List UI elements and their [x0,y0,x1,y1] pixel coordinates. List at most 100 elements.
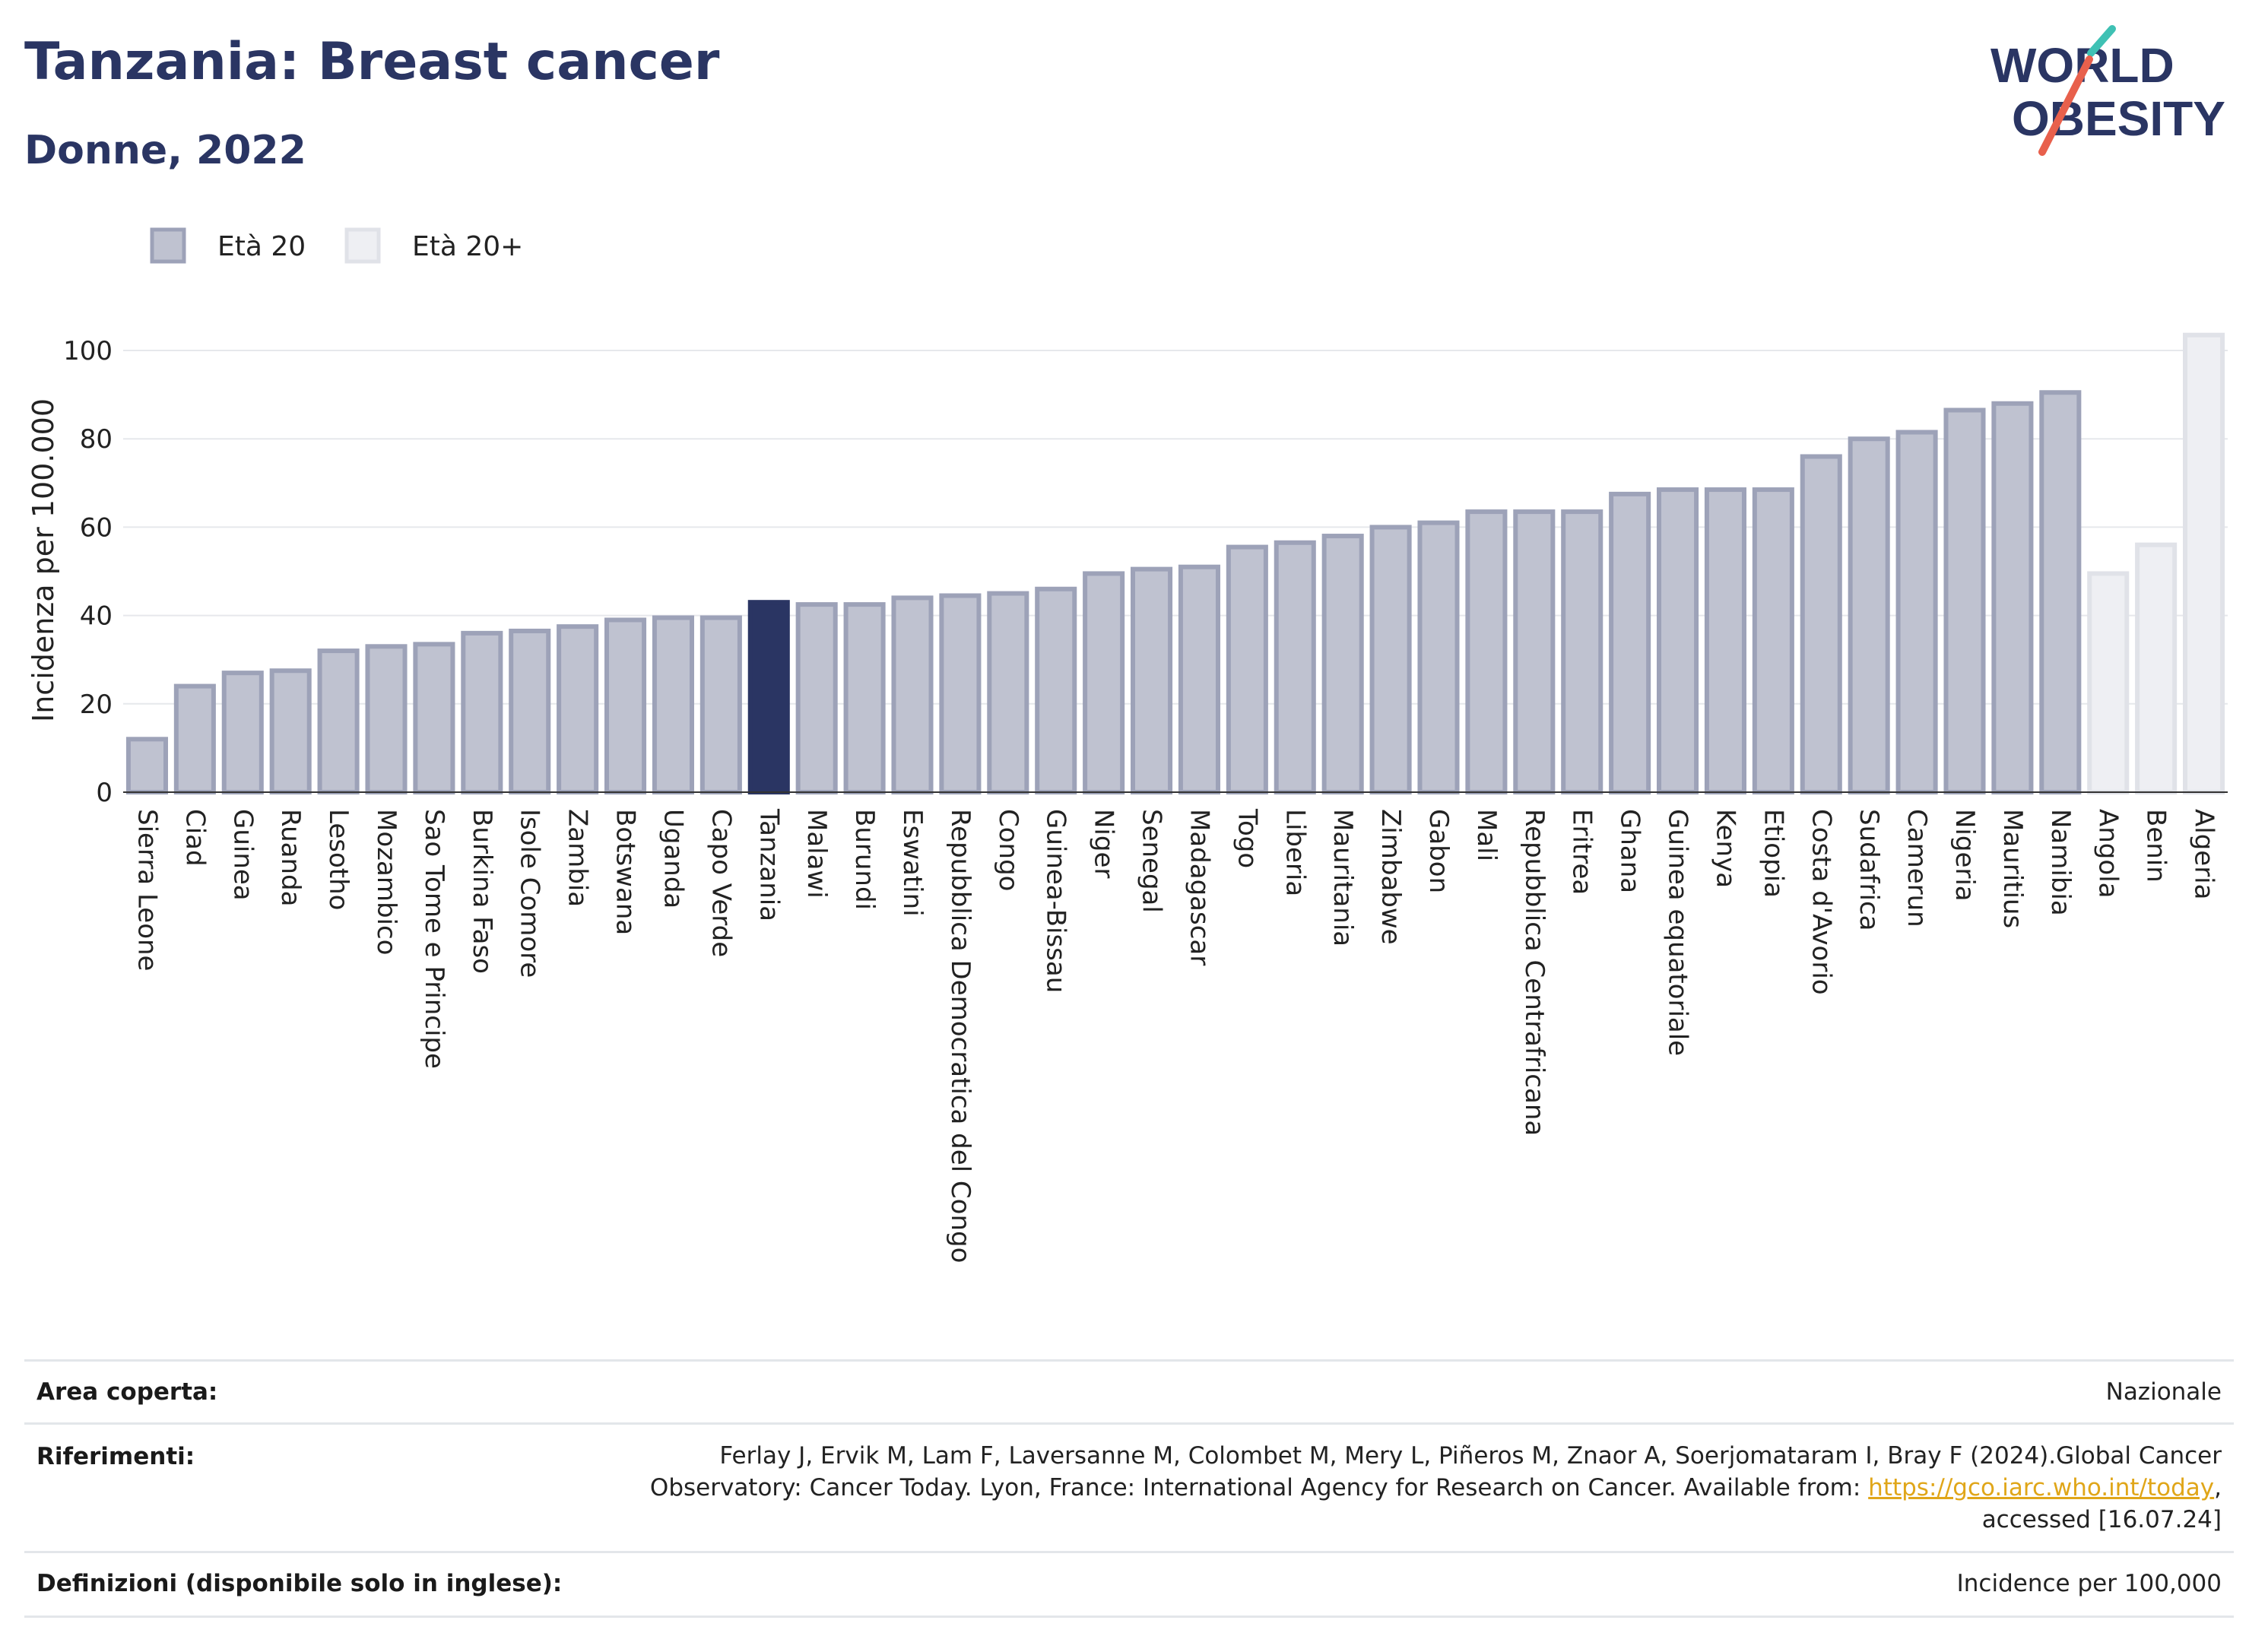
bar [509,628,551,795]
bar [1226,544,1268,794]
x-tick-label: Ciad [179,809,210,867]
bar [1609,491,1651,794]
bar [1417,520,1460,794]
legend-label: Età 20+ [412,231,523,262]
bar [2183,332,2225,794]
bar [1991,401,2034,794]
bar-chart: Età 20 Età 20+ 0 20 40 60 80 100 Incidenza per … [27,227,2228,1263]
y-tick-label: 80 [80,424,113,455]
x-tick-label: Tanzania [753,808,784,921]
x-tick-label: Togo [1232,808,1262,868]
bar [2087,571,2130,795]
x-tick-label: Uganda [658,809,688,908]
area-value: Nazionale [2105,1378,2222,1406]
x-tick-label: Sudafrica [1854,809,1884,931]
chart-subtitle: Donne, 2022 [24,128,306,173]
x-tick-label: Niger [1089,809,1119,878]
bar [699,615,742,794]
bar [1704,487,1746,794]
x-tick-label: Sierra Leone [132,809,162,971]
references-value: Ferlay J, Ervik M, Lam F, Laversanne M, … [24,1425,2234,1536]
x-tick-label: Benin [2141,809,2171,883]
x-tick-label: Zambia [563,809,593,907]
y-tick-label: 100 [63,336,113,366]
reference-link[interactable]: https://gco.iarc.who.int/today [1868,1474,2215,1501]
references-label: Riferimenti: [36,1443,195,1470]
legend-swatch [150,227,186,264]
bar [317,648,360,794]
bar [1657,487,1699,794]
x-tick-label: Gabon [1423,809,1454,893]
bar [1035,586,1077,794]
definitions-value: Incidence per 100,000 [1956,1570,2222,1597]
x-tick-label: Isole Comore [515,809,545,978]
chart-title: Tanzania: Breast cancer [24,32,720,92]
chart-legend: Età 20 Età 20+ [150,227,523,264]
bar [1848,436,1890,794]
bar [1178,564,1220,794]
bar [652,615,694,794]
ref-line-1: Ferlay J, Ervik M, Lam F, Laversanne M, … [719,1442,2222,1470]
chart-footer: Area coperta: Nazionale Riferimenti: Fer… [24,1359,2234,1618]
x-tick-label: Burkina Faso [467,809,497,974]
bar [939,593,982,794]
bar [747,600,790,795]
x-tick-label: Ghana [1615,809,1645,893]
x-tick-label: Guinea [227,809,258,901]
bar [365,644,408,794]
x-tick-label: Algeria [2189,809,2219,899]
x-tick-label: Mali [1471,809,1502,861]
bar [1513,509,1556,794]
footer-row-definitions: Definizioni (disponibile solo in inglese… [24,1551,2234,1618]
x-tick-label: Burundi [849,809,880,910]
bars [125,332,2225,795]
x-tick-label: Namibia [2045,809,2076,916]
y-tick-label: 20 [80,690,113,720]
x-axis: Sierra Leone Ciad Guinea Ruanda Lesotho Mozam… [132,808,2219,1263]
x-tick-label: Guinea equatoriale [1663,809,1693,1056]
bar [269,668,312,794]
footer-row-area: Area coperta: Nazionale [24,1359,2234,1422]
x-tick-label: Camerun [1902,809,1932,927]
x-tick-label: Botswana [611,809,641,935]
x-tick-label: Angola [2093,809,2124,898]
ref-line-3: accessed [16.07.24] [1981,1506,2222,1533]
bar [1131,566,1173,794]
bar [604,617,647,795]
bar [843,602,886,794]
y-tick-label: 40 [80,601,113,632]
x-tick-label: Malawi [801,809,832,899]
x-tick-label: Sao Tome e Principe [419,809,449,1069]
ref-line-2-text: Observatory: Cancer Today. Lyon, France:… [649,1474,1869,1501]
bar [1800,454,1842,794]
x-tick-label: Congo [993,809,1023,891]
logo-slash-red [2038,55,2093,156]
x-tick-label: Costa d'Avorio [1806,809,1836,995]
x-tick-label: Eswatini [897,809,928,917]
y-tick-label: 0 [96,778,113,808]
bar [1083,571,1125,795]
bar [557,624,599,795]
x-tick-label: Madagascar [1184,809,1214,966]
bar [1561,509,1603,794]
x-tick-label: Senegal [1137,809,1167,913]
legend-label: Età 20 [217,231,306,262]
x-tick-label: Lesotho [323,809,354,910]
bar [2135,542,2178,795]
definitions-label: Definizioni (disponibile solo in inglese… [36,1570,563,1597]
bar [987,591,1029,794]
world-obesity-logo: WORLD OBESITY [1990,25,2225,156]
bar [795,602,838,794]
bar [1895,430,1938,794]
x-tick-label: Zimbabwe [1375,809,1406,945]
ref-line-2: Observatory: Cancer Today. Lyon, France:… [24,1472,2222,1504]
x-tick-label: Nigeria [1949,809,1980,902]
bar [1465,509,1508,794]
x-tick-label: Ruanda [275,809,306,906]
ref-line-2-comma: , [2214,1474,2222,1501]
x-tick-label: Eritrea [1567,809,1597,895]
bar [1943,407,1986,794]
footer-row-references: Riferimenti: Ferlay J, Ervik M, Lam F, L… [24,1422,2234,1551]
area-label: Area coperta: [36,1378,218,1406]
x-tick-label: Mozambico [371,809,401,955]
